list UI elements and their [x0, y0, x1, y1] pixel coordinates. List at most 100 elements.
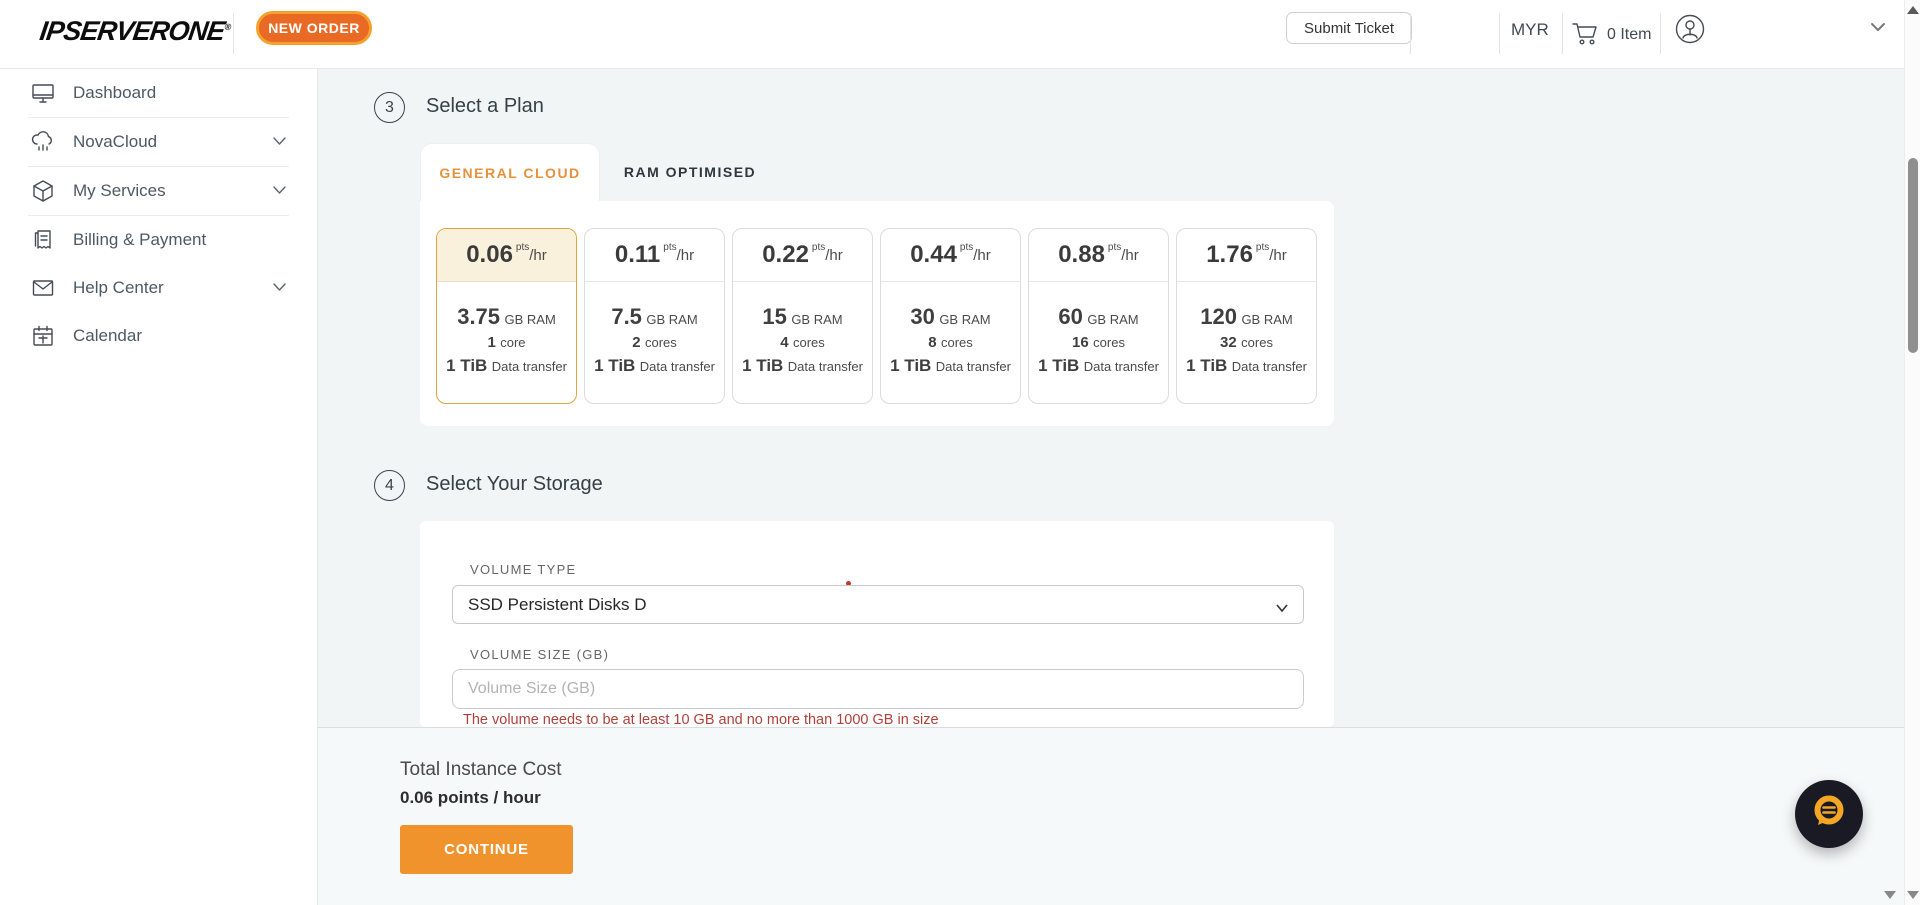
- plan-price: 0.88 pts/hr: [1029, 229, 1168, 282]
- price-value: 1.76: [1206, 241, 1253, 268]
- user-icon: [1673, 14, 1707, 50]
- select-plan-title: Select a Plan: [426, 95, 544, 117]
- transfer-unit: Data transfer: [639, 358, 715, 374]
- transfer-unit: Data transfer: [787, 358, 863, 374]
- submit-ticket-button[interactable]: Submit Ticket: [1286, 12, 1413, 44]
- price-unit: /hr: [973, 246, 991, 264]
- scroll-down-arrow[interactable]: [1907, 891, 1919, 899]
- cart-icon: [1570, 17, 1600, 52]
- cores-unit: cores: [793, 334, 825, 350]
- sidebar-item-label: NovaCloud: [73, 132, 158, 151]
- plan-card-0.11[interactable]: 0.11 pts/hr 7.5 GB RAM 2 cores 1 TiB Data…: [584, 228, 725, 404]
- price-unit-sup: pts: [1107, 241, 1122, 253]
- package-icon: [31, 179, 55, 203]
- ram-value: 7.5: [611, 303, 642, 329]
- plan-card-0.44[interactable]: 0.44 pts/hr 30 GB RAM 8 cores 1 TiB Data …: [880, 228, 1021, 404]
- sidebar-item-label: Calendar: [73, 326, 142, 345]
- cart-button[interactable]: 0 Item: [1570, 17, 1651, 52]
- plan-card-1.76[interactable]: 1.76 pts/hr 120 GB RAM 32 cores 1 TiB Dat…: [1176, 228, 1317, 404]
- cores-unit: cores: [1241, 334, 1273, 350]
- calendar-icon: [31, 324, 55, 348]
- transfer-unit: Data transfer: [491, 358, 567, 374]
- plan-card-0.88[interactable]: 0.88 pts/hr 60 GB RAM 16 cores 1 TiB Data…: [1028, 228, 1169, 404]
- sidebar-item-billing-payment[interactable]: Billing & Payment: [0, 216, 317, 264]
- price-unit-sup: pts: [1255, 241, 1270, 253]
- continue-button[interactable]: CONTINUE: [400, 825, 573, 874]
- price-value: 0.44: [910, 241, 957, 268]
- sidebar: Dashboard NovaCloud My Services Billing …: [0, 69, 318, 905]
- transfer-unit: Data transfer: [935, 358, 1011, 374]
- cores-value: 4: [780, 333, 789, 351]
- chevron-down-icon[interactable]: [1869, 20, 1887, 38]
- plan-specs: 60 GB RAM 16 cores 1 TiB Data transfer: [1029, 282, 1168, 403]
- sidebar-item-help-center[interactable]: Help Center: [0, 264, 317, 312]
- chat-widget-button[interactable]: [1795, 780, 1863, 848]
- ram-unit: GB RAM: [1241, 311, 1293, 327]
- ram-unit: GB RAM: [1087, 311, 1139, 327]
- sidebar-item-dashboard[interactable]: Dashboard: [0, 69, 317, 117]
- chevron-down-icon: [1275, 599, 1289, 619]
- transfer-unit: Data transfer: [1231, 358, 1307, 374]
- price-unit: /hr: [676, 246, 695, 264]
- price-unit: /hr: [825, 246, 843, 264]
- cores-unit: cores: [645, 334, 677, 350]
- sidebar-item-label: My Services: [73, 181, 166, 200]
- price-unit-sup: pts: [811, 241, 826, 253]
- step-number-4: 4: [374, 470, 405, 501]
- scrollbar-thumb[interactable]: [1908, 158, 1918, 353]
- header-divider: [1410, 13, 1411, 54]
- price-unit: /hr: [1121, 246, 1139, 264]
- plan-tabs: GENERAL CLOUD RAM OPTIMISED: [420, 143, 780, 201]
- plan-specs: 15 GB RAM 4 cores 1 TiB Data transfer: [733, 282, 872, 403]
- vertical-scrollbar[interactable]: [1904, 0, 1920, 905]
- ram-value: 60: [1058, 303, 1083, 329]
- cores-unit: cores: [1093, 334, 1125, 350]
- tab-ram-optimised[interactable]: RAM OPTIMISED: [623, 164, 757, 180]
- receipt-icon: [31, 228, 55, 252]
- sidebar-item-calendar[interactable]: Calendar: [0, 312, 317, 360]
- ram-unit: GB RAM: [939, 311, 991, 327]
- plan-specs: 3.75 GB RAM 1 core 1 TiB Data transfer: [437, 282, 576, 403]
- ram-unit: GB RAM: [646, 311, 698, 327]
- ram-value: 30: [910, 303, 935, 329]
- cart-count: 0 Item: [1607, 25, 1652, 43]
- volume-size-input[interactable]: [452, 669, 1304, 709]
- chat-bubble-icon: [1809, 792, 1849, 837]
- price-value: 0.22: [762, 241, 809, 268]
- ram-unit: GB RAM: [504, 311, 556, 327]
- total-cost-label: Total Instance Cost: [400, 759, 562, 780]
- volume-type-select[interactable]: SSD Persistent Disks D: [452, 585, 1304, 624]
- plan-price: 0.11 pts/hr: [585, 229, 724, 282]
- plan-price: 1.76 pts/hr: [1177, 229, 1316, 282]
- volume-size-label: VOLUME SIZE (GB): [470, 647, 610, 662]
- price-value: 0.11: [614, 241, 661, 268]
- account-menu-button[interactable]: [1673, 12, 1707, 51]
- scroll-up-arrow[interactable]: [1907, 6, 1919, 14]
- price-unit-sup: pts: [663, 241, 677, 253]
- company-logo[interactable]: IPSERVERONE®: [38, 16, 232, 47]
- ram-value: 120: [1200, 303, 1237, 329]
- dashboard-icon: [31, 81, 55, 105]
- plan-panel: 0.06 pts/hr 3.75 GB RAM 1 core 1 TiB Data…: [420, 201, 1334, 426]
- plan-card-0.22[interactable]: 0.22 pts/hr 15 GB RAM 4 cores 1 TiB Data …: [732, 228, 873, 404]
- new-order-button[interactable]: NEW ORDER: [256, 11, 372, 45]
- currency-selector[interactable]: MYR: [1511, 20, 1549, 39]
- plan-price: 0.44 pts/hr: [881, 229, 1020, 282]
- plan-card-0.06[interactable]: 0.06 pts/hr 3.75 GB RAM 1 core 1 TiB Data…: [436, 228, 577, 404]
- sidebar-item-my-services[interactable]: My Services: [0, 167, 317, 215]
- price-value: 0.88: [1058, 241, 1105, 268]
- main-content: 3 Select a Plan GENERAL CLOUD RAM OPTIMI…: [318, 69, 1920, 905]
- volume-type-value: SSD Persistent Disks D: [468, 594, 647, 614]
- plan-price: 0.22 pts/hr: [733, 229, 872, 282]
- top-header: IPSERVERONE® NEW ORDER Submit Ticket MYR…: [0, 0, 1920, 69]
- transfer-value: 1 TiB: [594, 355, 636, 375]
- cores-value: 16: [1072, 333, 1089, 351]
- scroll-down-arrow-secondary[interactable]: [1884, 891, 1896, 899]
- price-value: 0.06: [466, 241, 513, 268]
- tab-general-cloud[interactable]: GENERAL CLOUD: [420, 143, 600, 201]
- required-dot: [846, 581, 851, 586]
- transfer-value: 1 TiB: [890, 355, 932, 375]
- sidebar-item-novacloud[interactable]: NovaCloud: [0, 118, 317, 166]
- volume-type-label: VOLUME TYPE: [470, 562, 577, 577]
- price-unit-sup: pts: [959, 241, 974, 253]
